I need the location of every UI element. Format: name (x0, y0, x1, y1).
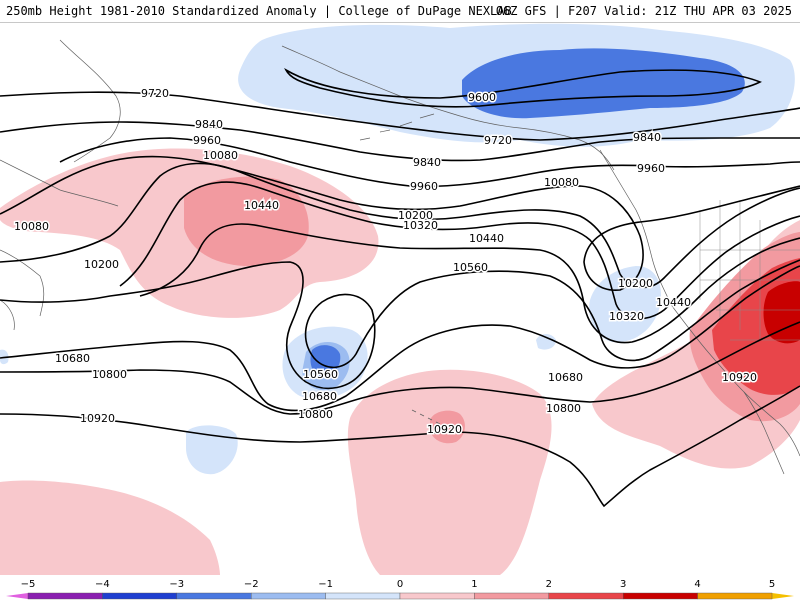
color-scale-ticks: −5 −4 −3 −2 −1 0 1 2 3 4 5 (21, 579, 776, 590)
contour-label: 10440 (469, 232, 504, 245)
scale-tick-label: −4 (95, 579, 110, 590)
color-scale-segments (6, 592, 794, 600)
contour-label: 10200 (618, 277, 653, 290)
contour-label: 9960 (193, 134, 221, 147)
height-contours (0, 67, 800, 508)
contour-9960 (59, 137, 800, 188)
contour-10680 (0, 265, 800, 412)
pos-anomaly-nw-pacific-core (184, 176, 309, 266)
contour-label: 10080 (544, 176, 579, 189)
contour-9600 (284, 67, 762, 108)
contour-label: 9840 (633, 131, 661, 144)
scale-tick-label: 4 (694, 579, 700, 590)
coastlines (0, 39, 800, 475)
contour-label: 10320 (609, 310, 644, 323)
model-valid-time: 06Z GFS | F207 Valid: 21Z THU APR 03 202… (495, 4, 792, 18)
scale-segment (102, 592, 178, 600)
contour-label: 9840 (195, 118, 223, 131)
contour-10320 (119, 181, 800, 320)
contour-label: 9720 (141, 87, 169, 100)
contour-9840 (0, 121, 800, 162)
contour-10080 (0, 155, 800, 291)
contour-label: 10200 (84, 258, 119, 271)
scale-tick-label: 3 (620, 579, 626, 590)
anomaly-shading (0, 23, 800, 575)
contour-10560 (0, 259, 800, 390)
scale-tick-label: 1 (471, 579, 477, 590)
pos-anomaly-central-core (430, 410, 465, 444)
scale-tick-label: 2 (546, 579, 552, 590)
contour-label: 10200 (398, 209, 433, 222)
scale-segment (623, 592, 698, 600)
scale-segment (697, 592, 773, 600)
color-scale-bar: −5 −4 −3 −2 −1 0 1 2 3 4 5 (6, 579, 794, 600)
scale-segment (176, 592, 252, 600)
contour-label: 10920 (722, 371, 757, 384)
contour-label: 9960 (637, 162, 665, 175)
anomaly-map: 9600 9720 9720 9840 9840 9840 9960 9960 … (0, 23, 800, 575)
contour-label: 10440 (656, 296, 691, 309)
scale-tick-label: 0 (397, 579, 403, 590)
contour-10920 (0, 385, 800, 508)
product-title: 250mb Height 1981-2010 Standardized Anom… (6, 4, 512, 18)
pos-anomaly-central (347, 369, 552, 575)
pos-anomaly-west-us-extreme (763, 281, 800, 344)
contour-label: 10800 (298, 408, 333, 421)
contour-label: 10680 (302, 390, 337, 403)
contour-label: 10680 (548, 371, 583, 384)
contour-label: 9960 (410, 180, 438, 193)
contour-label: 10680 (55, 352, 90, 365)
contour-label: 10920 (427, 423, 462, 436)
contour-label: 10320 (403, 219, 438, 232)
coastline-alaska (281, 45, 615, 171)
scale-segment (548, 592, 624, 600)
neg-anomaly-cutoff-center (310, 345, 341, 376)
contour-10800 (0, 321, 800, 415)
contour-labels: 9600 9720 9720 9840 9840 9840 9960 9960 … (13, 86, 759, 438)
scale-high-arrow (772, 593, 794, 599)
scale-low-arrow (6, 593, 28, 599)
scale-tick-label: −3 (169, 579, 184, 590)
hawaii-islands (411, 409, 441, 425)
scale-tick-label: −1 (318, 579, 333, 590)
pos-anomaly-southwest (0, 480, 220, 575)
scale-segment (399, 592, 475, 600)
contour-label: 10560 (303, 368, 338, 381)
header-bar: 250mb Height 1981-2010 Standardized Anom… (0, 0, 800, 23)
coastline-kamchatka (59, 39, 121, 163)
scale-tick-label: −5 (21, 579, 36, 590)
scale-segment (325, 592, 401, 600)
contour-label: 10920 (80, 412, 115, 425)
neg-anomaly-small-2 (536, 334, 556, 350)
contour-label: 9600 (468, 91, 496, 104)
contour-label: 9720 (484, 134, 512, 147)
scale-segment (27, 592, 103, 600)
contour-label: 10560 (453, 261, 488, 274)
state-borders (699, 200, 800, 341)
contour-label: 10440 (244, 199, 279, 212)
contour-10440 (139, 223, 800, 344)
scale-segment (250, 592, 326, 600)
coastline-aleutians (359, 113, 435, 141)
scale-tick-label: −2 (244, 579, 259, 590)
coastline-asia-east (0, 159, 119, 331)
contour-label: 10800 (546, 402, 581, 415)
contour-label: 9840 (413, 156, 441, 169)
neg-anomaly-west-coast (589, 266, 661, 343)
contour-label: 10080 (203, 149, 238, 162)
scale-segment (474, 592, 549, 600)
contour-label: 10080 (14, 220, 49, 233)
contour-9720 (0, 91, 800, 141)
scale-tick-label: 5 (769, 579, 775, 590)
contour-10200 (0, 162, 800, 289)
coastline-baja (743, 391, 785, 475)
contour-label: 10800 (92, 368, 127, 381)
